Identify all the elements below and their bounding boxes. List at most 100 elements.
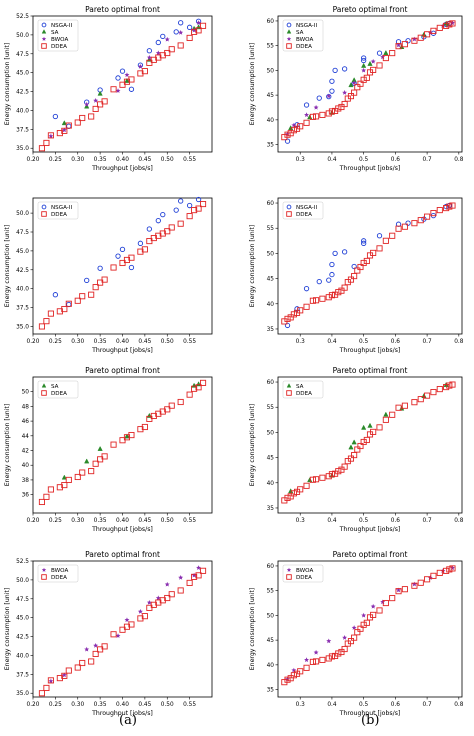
legend-marker: [41, 43, 47, 49]
data-point: [61, 474, 67, 480]
data-point: [128, 86, 135, 92]
y-tick-label: 50: [267, 613, 275, 619]
legend-marker: [41, 204, 47, 210]
y-axis-label: Energy consumption [unit]: [249, 225, 256, 307]
data-point: [119, 68, 126, 74]
data-point: [124, 433, 130, 439]
data-point: [313, 649, 319, 655]
data-point: [411, 582, 418, 589]
data-point: [326, 277, 332, 283]
legend-label: SA: [51, 384, 59, 390]
legend-marker: [286, 29, 292, 34]
data-point: [383, 411, 389, 417]
x-tick-label: 0.45: [138, 518, 151, 524]
data-point: [370, 66, 377, 73]
y-tick-label: 40.0: [16, 287, 29, 293]
data-point: [101, 643, 108, 650]
y-tick-label: 42.5: [16, 268, 29, 274]
data-point: [199, 379, 207, 386]
y-tick-label: 55: [267, 405, 275, 411]
series-ddea: [281, 20, 456, 141]
data-point: [84, 277, 90, 284]
data-point: [38, 323, 45, 330]
x-tick-label: 0.35: [94, 157, 107, 163]
x-tick-label: 0.8: [454, 339, 464, 345]
data-point: [191, 28, 198, 35]
data-point: [61, 127, 67, 133]
y-tick-label: 40.0: [16, 108, 29, 114]
data-point: [363, 74, 370, 81]
data-point: [199, 22, 207, 29]
y-tick-label: 45.0: [16, 249, 29, 255]
x-axis-label: Throughput [jobs/s]: [339, 710, 401, 717]
data-point: [382, 416, 389, 423]
data-point: [325, 110, 332, 117]
data-point: [450, 565, 455, 571]
data-point: [101, 276, 108, 283]
data-point: [360, 438, 367, 446]
data-point: [97, 445, 103, 451]
y-axis-label: Energy consumption [unit]: [249, 588, 256, 670]
data-point: [357, 80, 364, 87]
data-point: [101, 98, 108, 105]
y-tick-label: 40: [267, 302, 275, 308]
x-tick-label: 0.20: [27, 518, 40, 524]
data-point: [319, 111, 326, 118]
legend-label: SA: [51, 30, 59, 36]
legend-marker: [41, 574, 47, 580]
legend-marker: [286, 36, 292, 41]
chart-panel: 0.20 0.25 0.30 0.35 0.40 0.45 0.50 0.55 35.0 37.5…: [4, 196, 213, 354]
legend-marker: [41, 36, 47, 41]
data-point: [164, 36, 170, 42]
data-point: [380, 599, 386, 605]
data-point: [347, 276, 355, 283]
data-point: [309, 113, 316, 120]
data-point: [357, 263, 364, 271]
x-tick-label: 0.4: [327, 157, 337, 163]
data-point: [97, 265, 103, 271]
data-point: [146, 599, 152, 605]
data-point: [313, 297, 320, 304]
data-point: [446, 566, 453, 573]
data-point: [313, 476, 320, 483]
data-point: [173, 207, 179, 213]
data-point: [186, 579, 193, 586]
x-tick-label: 0.50: [161, 339, 174, 345]
y-tick-label: 35: [267, 143, 275, 149]
series-bwoa: [48, 20, 202, 139]
data-point: [326, 93, 332, 99]
data-point: [351, 439, 357, 445]
data-point: [341, 463, 348, 470]
data-point: [430, 389, 437, 396]
x-axis-label: Throughput [jobs/s]: [339, 347, 401, 354]
chart-panel: Pareto optimal front 0.3 0.4 0.5 0.6 0.7 0.8 35…: [249, 550, 464, 717]
data-point: [449, 202, 456, 209]
y-axis-label: Energy consumption [unit]: [4, 43, 11, 125]
legend-label: DDEA: [51, 212, 67, 218]
y-tick-label: 47.5: [16, 52, 29, 58]
y-tick-label: 55: [267, 226, 275, 232]
data-point: [38, 145, 45, 152]
x-tick-label: 0.5: [359, 339, 369, 345]
data-point: [332, 250, 338, 257]
legend-box: [37, 201, 79, 220]
legend-box: [37, 564, 79, 583]
data-point: [335, 650, 342, 657]
chart-panel: Pareto optimal front 0.3 0.4 0.5 0.6 0.7 0.8 35…: [249, 5, 464, 172]
data-point: [303, 482, 310, 489]
data-point: [177, 587, 184, 594]
x-tick-label: 0.45: [138, 702, 151, 708]
data-point: [93, 643, 99, 648]
data-point: [329, 261, 335, 268]
x-tick-label: 0.40: [116, 702, 129, 708]
data-point: [342, 635, 348, 640]
y-tick-label: 50.0: [16, 211, 29, 217]
data-point: [191, 572, 197, 578]
data-point: [417, 579, 424, 586]
data-point: [361, 238, 367, 244]
data-point: [443, 22, 450, 29]
x-tick-label: 0.20: [27, 157, 40, 163]
x-tick-label: 0.40: [116, 518, 129, 524]
data-point: [361, 240, 367, 246]
data-point: [164, 49, 171, 57]
